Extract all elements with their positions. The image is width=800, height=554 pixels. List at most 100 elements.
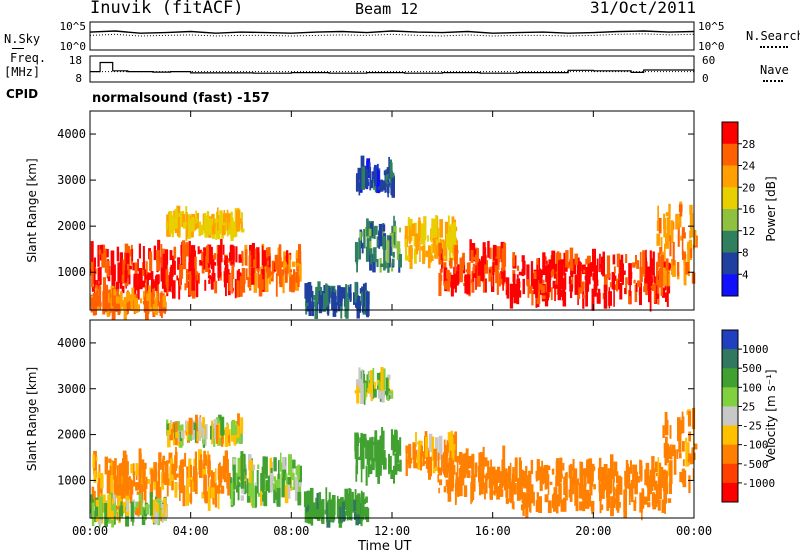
velocity-colorbar-tick-label: 1000: [742, 343, 769, 356]
velocity-colorbar-tick-label: 25: [742, 400, 755, 413]
velocity-mark: [292, 486, 296, 490]
velocity-mark: [207, 486, 211, 511]
velocity-mark: [223, 477, 227, 483]
noise-series-1: [89, 33, 695, 37]
velocity-mark: [210, 425, 212, 440]
velocity-mark: [95, 456, 98, 461]
velocity-mark: [256, 470, 259, 494]
power-mark: [444, 280, 449, 290]
velocity-mark: [565, 494, 568, 501]
power-mark: [446, 221, 449, 236]
velocity-mark: [139, 476, 142, 494]
velocity-mark: [512, 501, 515, 510]
velocity-mark: [451, 459, 454, 469]
power-mark: [545, 292, 549, 301]
power-mark: [450, 274, 454, 297]
velocity-mark: [243, 474, 247, 485]
velocity-mark: [682, 441, 685, 452]
velocity-mark: [581, 477, 584, 481]
velocity-mark: [162, 458, 165, 484]
power-mark: [689, 248, 693, 258]
velocity-mark: [577, 478, 580, 486]
power-mark: [262, 250, 266, 275]
power-mark: [514, 284, 518, 298]
velocity-mark: [351, 491, 354, 513]
power-mark: [293, 269, 296, 290]
velocity-mark: [593, 484, 596, 490]
velocity-mark: [118, 484, 121, 497]
power-mark: [256, 247, 260, 269]
velocity-mark: [232, 464, 236, 490]
power-mark: [570, 270, 574, 278]
power-mark: [682, 232, 686, 239]
power-mark: [576, 257, 580, 277]
velocity-mark: [158, 462, 162, 470]
velocity-mark: [136, 507, 140, 516]
power-mark: [204, 279, 207, 291]
velocity-mark: [379, 452, 382, 472]
velocity-mark: [463, 454, 466, 476]
velocity-mark: [162, 503, 164, 523]
velocity-region-9: [90, 492, 168, 528]
velocity-mark: [252, 464, 256, 471]
velocity-mark: [368, 464, 373, 475]
velocity-mark: [107, 494, 111, 519]
velocity-mark: [447, 432, 451, 452]
velocity-mark: [237, 413, 240, 439]
power-mark: [104, 248, 107, 273]
velocity-mark: [544, 494, 549, 503]
power-mark: [120, 253, 123, 275]
power-mark: [481, 256, 484, 270]
velocity-mark: [652, 494, 657, 510]
power-mark: [461, 256, 464, 271]
power-mark: [487, 240, 490, 258]
power-mark: [133, 276, 136, 298]
power-mark: [188, 262, 192, 271]
velocity-mark: [529, 501, 532, 512]
power-mark: [220, 238, 223, 263]
velocity-mark: [158, 497, 161, 520]
power-mark: [286, 250, 289, 265]
power-mark: [536, 258, 539, 271]
power-mark: [636, 260, 640, 269]
power-mark: [154, 281, 157, 287]
velocity-mark: [138, 448, 142, 469]
velocity-mark: [685, 437, 688, 444]
power-mark: [295, 276, 298, 282]
power-mark: [509, 283, 514, 309]
power-mark: [126, 302, 129, 313]
power-mark: [374, 164, 377, 185]
velocity-mark: [116, 465, 119, 486]
power-mark: [98, 249, 102, 255]
velocity-colorbar-segment: [722, 425, 738, 446]
velocity-mark: [243, 481, 247, 495]
velocity-mark: [281, 473, 285, 498]
power-region-7: [355, 155, 395, 198]
x-axis-title: Time UT: [358, 539, 412, 554]
velocity-mark: [142, 467, 146, 484]
power-mark: [592, 248, 596, 272]
power-mark: [431, 244, 433, 260]
velocity-mark: [471, 474, 475, 486]
velocity-mark: [95, 506, 99, 517]
velocity-mark: [667, 443, 669, 463]
velocity-mark: [632, 464, 635, 489]
velocity-mark: [179, 480, 183, 494]
power-mark: [569, 284, 573, 292]
power-mark: [143, 300, 145, 305]
power-mark: [585, 258, 588, 265]
power-mark: [96, 306, 100, 311]
velocity-mark: [625, 476, 629, 489]
velocity-y-axis-title: Slant Range [km]: [25, 367, 39, 471]
velocity-mark: [360, 432, 363, 456]
power-mark: [230, 211, 233, 230]
velocity-mark: [619, 477, 623, 495]
power-mark: [448, 272, 452, 283]
power-mark: [245, 249, 248, 266]
power-mark: [289, 269, 292, 273]
power-mark: [666, 286, 669, 307]
power-mark: [165, 221, 168, 230]
power-colorbar-segment: [722, 209, 738, 232]
velocity-mark: [388, 394, 391, 400]
velocity-mark: [656, 473, 659, 477]
